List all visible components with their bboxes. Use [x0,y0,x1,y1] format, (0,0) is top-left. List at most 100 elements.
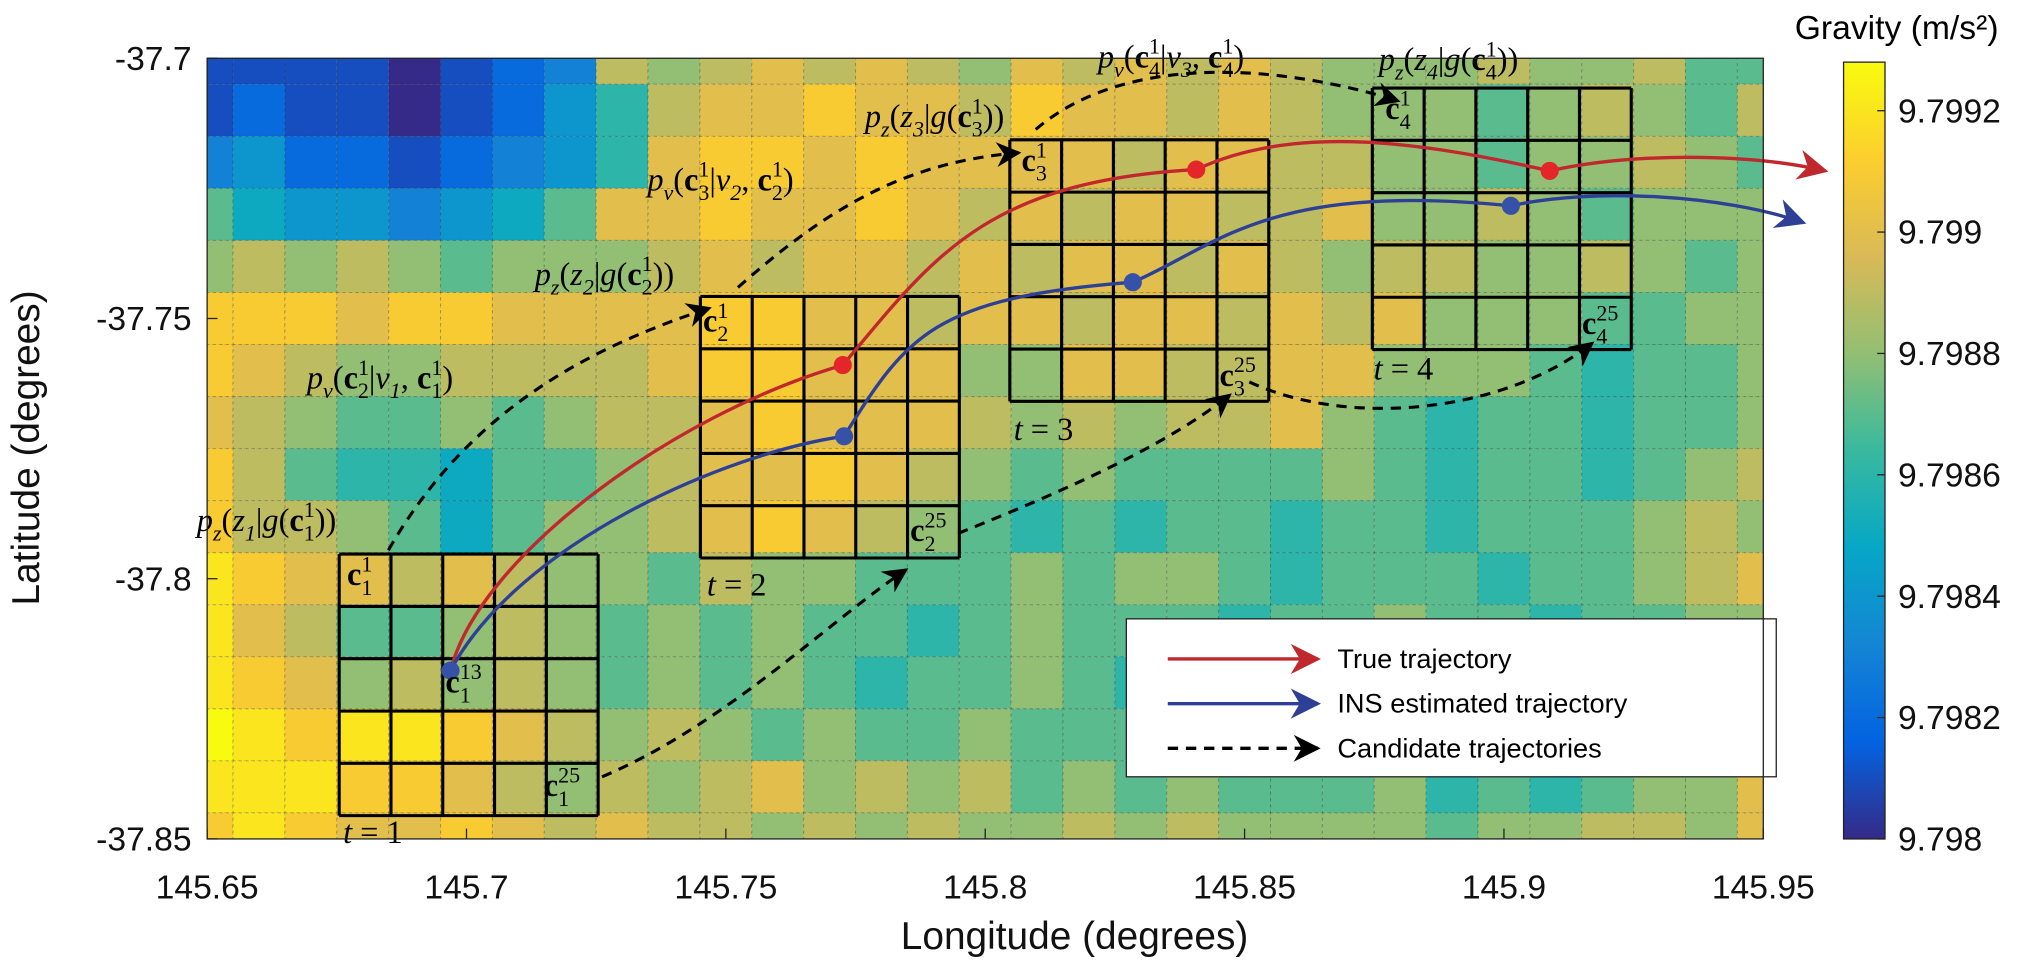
heat-cell [232,291,286,346]
annotation-part: v [375,359,390,395]
heat-cell [232,448,286,502]
heat-cell [699,343,753,398]
heat-cell [207,812,234,839]
heat-cell [1062,552,1116,606]
heat-cell [699,239,753,293]
heat-cell [855,708,908,762]
annotation-part: g [600,256,616,292]
heat-cell [595,552,649,606]
annotation: t = 4 [1374,350,1434,386]
heat-cell [1010,708,1064,762]
annotation-part: z [569,256,583,292]
heat-cell [1684,58,1738,85]
annotation-part: , [1192,38,1208,74]
heat-cell [1425,239,1479,293]
heat-cell [1581,396,1635,450]
heat-cell [1270,239,1323,293]
heat-cell [1736,812,1764,839]
annotation-part: z [880,117,890,142]
heat-cell [1736,500,1764,554]
annotation-part: 25 [925,508,947,533]
annotation-part: c [957,98,971,134]
heat-cell [1010,343,1064,398]
heat-cell [1010,239,1064,293]
heat-cell [1062,396,1116,450]
heat-cell [1218,448,1272,502]
heat-cell [1477,500,1531,554]
y-axis-title: Latitude (degrees) [5,290,48,605]
heat-cell [1581,552,1635,606]
annotation-part: 1 [245,521,256,546]
annotation: c13 1 [445,659,481,707]
annotation-part: )) [315,502,337,538]
heat-cell [1373,448,1427,502]
heat-cell [1166,187,1220,241]
heat-cell [1373,135,1427,189]
heat-cell [1633,83,1687,137]
heat-cell [336,604,390,658]
annotation: c1 2 [703,298,728,346]
heat-cell [491,239,545,293]
heat-cell [440,135,493,189]
heat-cell [284,135,338,189]
heat-cell [1270,448,1323,502]
heat-cell [1062,812,1116,839]
annotation-part: ( [333,359,344,395]
heat-cell [543,291,597,346]
annotation-part: c [347,556,361,592]
annotation-part: c [1471,41,1485,77]
heat-cell [543,760,597,814]
annotation-part: = 2 [716,567,767,603]
annotation-part: c [344,359,358,395]
heat-cell [855,135,908,189]
annotation-part: 4 [1486,60,1497,85]
annotation-part: ( [890,98,901,134]
heat-cell [1425,812,1479,839]
annotation-part: )) [983,98,1005,134]
heat-cell [751,239,805,293]
heat-cell [232,239,286,293]
heat-cell [232,760,286,814]
heat-cell [232,343,286,398]
annotation-part: t [1014,411,1024,447]
heat-cell [1529,135,1583,189]
heat-cell [1010,760,1064,814]
candidate-trajectory [601,568,909,779]
colorbar-tick-label: 9.799 [1898,215,1982,252]
heat-cell [803,448,857,502]
heat-cell [647,448,701,502]
heat-cell [440,448,493,502]
annotation-part: v [323,378,333,403]
heat-cell [1166,500,1220,554]
annotation: c25 4 [1582,300,1618,348]
heat-cell [751,396,805,450]
heat-cell [232,187,286,241]
heat-cell [491,500,545,554]
annotation-part: v [1166,38,1181,74]
heat-cell [855,500,908,554]
heat-cell [1010,396,1064,450]
heat-cell [958,604,1012,658]
candidate-trajectory [957,393,1232,535]
heat-cell [647,604,701,658]
heat-cell [647,708,701,762]
annotation-part: c [1582,305,1596,341]
x-axis-title: Longitude (degrees) [901,915,1249,958]
heat-cell [958,656,1012,710]
annotation-part: ) [1233,38,1244,74]
heat-cell [958,552,1012,606]
heat-cell [440,187,493,241]
annotation-part: 3 [972,117,983,142]
heat-cell [1010,187,1064,241]
annotation-part: c [544,767,558,803]
heat-cell [491,291,545,346]
heat-cell [336,135,390,189]
heat-cell [232,83,286,137]
heat-cell [1218,83,1272,137]
heat-cell [803,552,857,606]
heat-cell [1062,291,1116,346]
annotation-part: p [1377,41,1395,77]
heat-cell [906,708,960,762]
heat-cell [1581,812,1635,839]
heat-cell [440,760,493,814]
